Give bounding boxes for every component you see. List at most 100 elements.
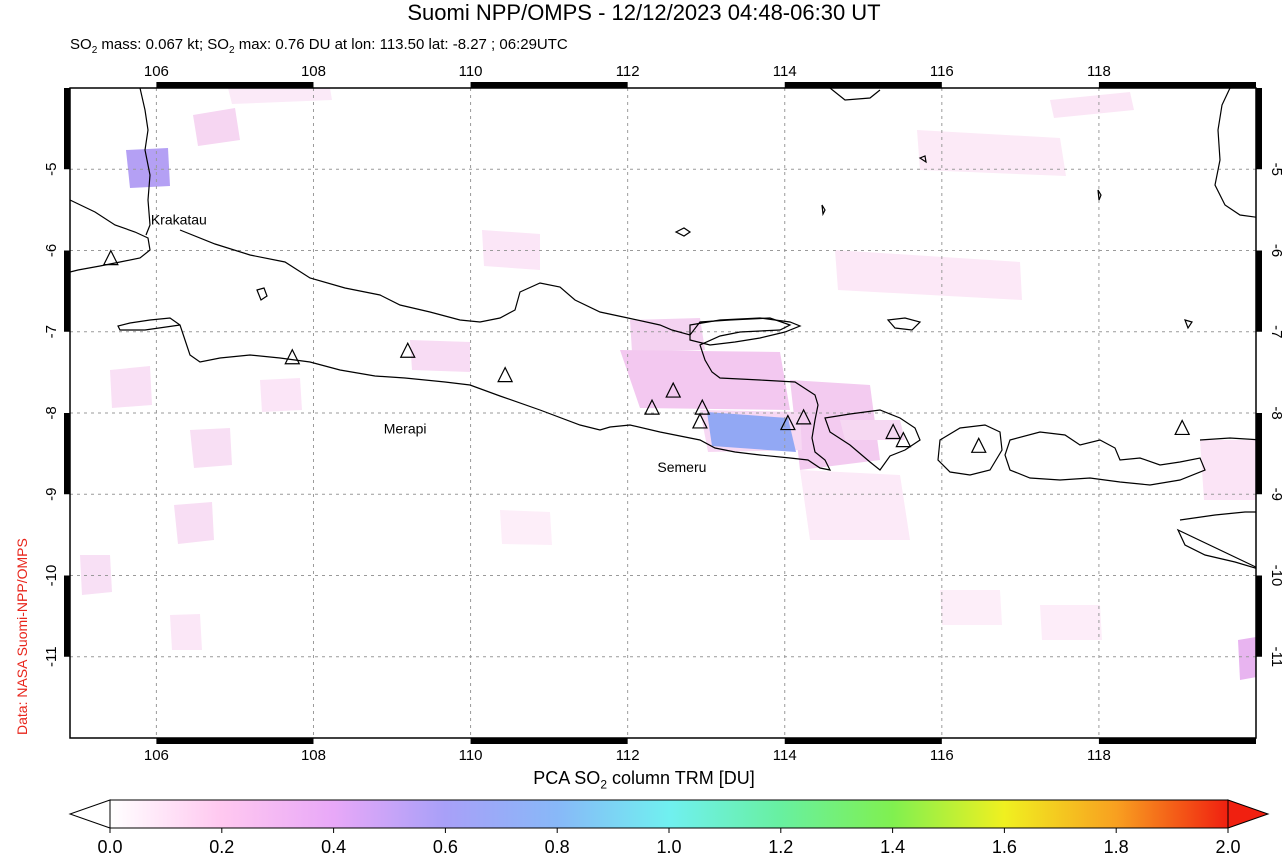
volcano-marker-icon — [644, 398, 660, 415]
map-title: Suomi NPP/OMPS - 12/12/2023 04:48-06:30 … — [407, 0, 881, 25]
colorbar-tick-label: 2.0 — [1215, 837, 1240, 855]
frame-segment — [1098, 738, 1256, 744]
lombok-coast — [937, 424, 1003, 476]
frame-segment — [64, 88, 70, 170]
sumatra-coast — [70, 199, 151, 273]
kangean-coast — [886, 317, 922, 331]
kalimantan-coast — [829, 88, 881, 101]
sumba-coast — [1176, 511, 1256, 569]
so2-mass-summary: SO2 mass: 0.067 kt; SO2 max: 0.76 DU at … — [70, 36, 568, 56]
lon-tick-label-top: 112 — [616, 63, 640, 80]
lat-tick-label-left: -7 — [43, 325, 60, 338]
lat-tick-label-right: -6 — [1268, 244, 1285, 257]
lat-tick-label-left: -6 — [43, 244, 60, 257]
frame-segment — [156, 82, 314, 88]
volcano-label: Semeru — [657, 459, 706, 475]
lat-tick-label-left: -5 — [43, 163, 60, 176]
volcano-marker-icon — [895, 431, 912, 448]
frame-segment — [1256, 250, 1262, 332]
lon-tick-label-bottom: 110 — [459, 747, 483, 760]
volcano-marker-icon — [284, 348, 301, 365]
frame-segment — [64, 575, 70, 657]
colorbar-tick-label: 1.2 — [768, 837, 793, 855]
small-isles — [256, 155, 1193, 330]
frame-segment — [470, 738, 628, 744]
sumatra-north-coast — [139, 88, 151, 236]
java-coast — [117, 229, 832, 471]
colorbar-gradient — [109, 799, 1229, 829]
frame-segment — [64, 250, 70, 332]
volcano-marker-icon — [694, 398, 711, 415]
colorbar-tick-label: 0.6 — [433, 837, 458, 855]
frame-segment — [470, 82, 628, 88]
frame-segment — [784, 82, 942, 88]
lon-tick-label-top: 106 — [144, 63, 169, 80]
volcano-labels: Krakatau Merapi Semeru — [151, 212, 707, 475]
bawean-coast — [674, 227, 692, 237]
volcano-markers — [102, 249, 1191, 453]
lat-tick-label-left: -11 — [43, 646, 60, 667]
volcano-label: Merapi — [384, 421, 427, 437]
sulawesi-coast — [1214, 88, 1256, 218]
colorbar-tick-label: 1.4 — [880, 837, 905, 855]
lon-tick-label-bottom: 116 — [930, 747, 954, 760]
lon-tick-label-top: 110 — [459, 63, 483, 80]
lon-tick-label-bottom: 114 — [773, 747, 797, 760]
lat-tick-label-right: -5 — [1268, 163, 1285, 176]
frame-segment — [1098, 82, 1256, 88]
colorbar-min-arrow-icon — [68, 799, 111, 829]
lon-tick-label-bottom: 106 — [144, 747, 169, 760]
frame-segment — [64, 413, 70, 495]
colorbar-tick-label: 0.2 — [209, 837, 234, 855]
colorbar-tick-label: 0.4 — [321, 837, 346, 855]
frame-segment — [784, 738, 942, 744]
lat-tick-label-right: -9 — [1268, 488, 1285, 501]
bali-coast — [824, 409, 921, 471]
frame-segment — [1256, 413, 1262, 495]
frame-segment — [1256, 88, 1262, 170]
lat-tick-label-right: -8 — [1268, 406, 1285, 419]
volcano-label: Krakatau — [151, 212, 207, 228]
so2-max-pixel — [707, 412, 796, 452]
lat-tick-label-left: -9 — [43, 488, 60, 501]
lon-tick-label-top: 108 — [301, 63, 326, 80]
lon-tick-label-bottom: 118 — [1087, 747, 1111, 760]
colorbar-tick-label: 0.0 — [97, 837, 122, 855]
coastlines — [70, 88, 1256, 569]
lon-tick-label-top: 114 — [773, 63, 797, 80]
madura-coast — [689, 317, 802, 346]
colorbar-max-arrow-icon — [1227, 799, 1270, 829]
lat-tick-label-right: -11 — [1268, 646, 1285, 667]
sumbawa-coast — [1004, 431, 1206, 486]
volcano-marker-icon — [102, 249, 119, 266]
volcano-marker-icon — [497, 366, 514, 383]
volcano-marker-icon — [399, 341, 416, 358]
volcano-marker-icon — [970, 436, 987, 453]
volcano-marker-icon — [779, 414, 796, 431]
flores-coast — [1199, 437, 1256, 441]
colorbar-title: PCA SO2 column TRM [DU] — [533, 768, 755, 792]
colorbar-tick-label: 1.0 — [656, 837, 681, 855]
so2-map: Krakatau Merapi Semeru 106 106 108 108 110 110 1… — [43, 63, 1285, 760]
lon-tick-label-bottom: 112 — [616, 747, 640, 760]
frame-segment — [156, 738, 314, 744]
lon-tick-label-top: 118 — [1087, 63, 1111, 80]
graticule — [70, 88, 1256, 738]
volcano-marker-icon — [691, 412, 708, 429]
volcano-marker-icon — [665, 381, 682, 398]
frame-segment — [1256, 575, 1262, 657]
so2-pixels — [80, 88, 1256, 680]
lon-tick-label-top: 116 — [930, 63, 954, 80]
lat-tick-label-left: -8 — [43, 406, 60, 419]
lon-tick-label-bottom: 108 — [301, 747, 326, 760]
volcano-marker-icon — [795, 408, 812, 425]
colorbar-tick-label: 1.6 — [992, 837, 1017, 855]
lat-tick-label-right: -7 — [1268, 325, 1285, 338]
lat-tick-label-left: -10 — [43, 565, 60, 587]
map-frame — [64, 82, 1262, 744]
volcano-marker-icon — [1174, 419, 1191, 436]
lat-tick-label-right: -10 — [1268, 565, 1285, 587]
volcano-marker-icon — [885, 423, 902, 440]
colorbar-tick-label: 1.8 — [1104, 837, 1129, 855]
colorbar-tick-label: 0.8 — [545, 837, 570, 855]
